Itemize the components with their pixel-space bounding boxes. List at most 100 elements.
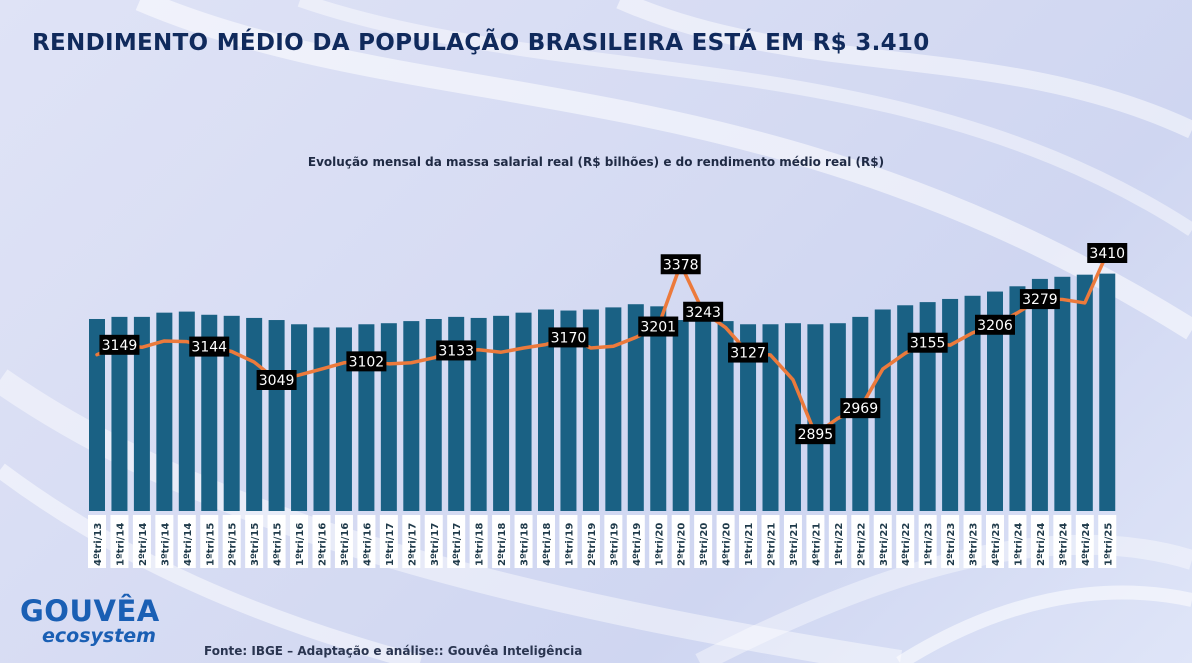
- data-label: 3133: [438, 343, 474, 359]
- bar: [246, 317, 263, 511]
- tick-background: [177, 515, 196, 568]
- tick-background: [716, 515, 735, 568]
- x-tick-label: 1ºtri/21: [744, 523, 755, 566]
- bar-series: [89, 273, 1116, 511]
- bar: [515, 312, 532, 511]
- bar: [672, 320, 689, 511]
- bar: [201, 314, 218, 511]
- bar: [133, 316, 150, 511]
- tick-background: [761, 515, 780, 568]
- tick-background: [424, 515, 443, 568]
- bar: [1031, 278, 1048, 511]
- tick-background: [1075, 515, 1094, 568]
- tick-background: [873, 515, 892, 568]
- x-tick-label: 3ºtri/15: [250, 523, 261, 566]
- bar: [313, 327, 330, 511]
- x-tick-label: 3ºtri/14: [160, 523, 171, 566]
- tick-background: [941, 515, 960, 568]
- data-label: 3102: [349, 354, 385, 370]
- tick-background: [447, 515, 466, 568]
- data-label-box: [840, 398, 881, 419]
- x-tick-label: 2ºtri/19: [587, 523, 598, 566]
- tick-background: [896, 515, 915, 568]
- page-title: RENDIMENTO MÉDIO DA POPULAÇÃO BRASILEIRA…: [32, 30, 930, 56]
- tick-background: [267, 515, 286, 568]
- x-tick-label: 1ºtri/15: [205, 523, 216, 566]
- x-tick-label: 3ºtri/19: [609, 523, 620, 566]
- tick-background: [357, 515, 376, 568]
- tick-background: [312, 515, 331, 568]
- tick-background: [828, 515, 847, 568]
- x-tick-label: 2ºtri/14: [138, 523, 149, 566]
- data-label: 3378: [663, 257, 699, 273]
- bar: [1054, 276, 1071, 511]
- bar: [740, 324, 757, 511]
- bar: [156, 312, 173, 511]
- tick-background: [379, 515, 398, 568]
- data-label-box: [99, 334, 140, 355]
- source-note: Fonte: IBGE – Adaptação e análise:: Gouv…: [204, 644, 583, 658]
- data-labels: 3149 3144 3049 3102 3133 3170 3201 3378 3243 3127…: [99, 243, 1128, 445]
- x-tick-label: 1ºtri/19: [564, 523, 575, 566]
- tick-background: [1098, 515, 1117, 568]
- bar: [560, 310, 577, 511]
- tick-background: [88, 515, 106, 568]
- data-label-box: [436, 340, 477, 361]
- x-tick-label: 3ºtri/22: [879, 523, 890, 566]
- x-tick-label: 1ºtri/22: [834, 523, 845, 566]
- x-tick-label: 2ºtri/20: [677, 523, 688, 566]
- bar: [470, 317, 487, 511]
- x-tick-label: 3ºtri/24: [1058, 523, 1069, 566]
- bar: [425, 318, 442, 511]
- x-tick-label: 4ºtri/17: [452, 523, 463, 566]
- data-label-box: [660, 254, 701, 275]
- data-label: 3201: [640, 320, 676, 336]
- x-tick-label: 2ºtri/17: [407, 523, 418, 566]
- x-tick-label: 4ºtri/18: [542, 523, 553, 566]
- tick-background: [200, 515, 219, 568]
- data-label: 3155: [910, 336, 946, 352]
- bar: [335, 327, 352, 511]
- bar: [919, 302, 936, 511]
- tick-background: [851, 515, 870, 568]
- tick-background: [155, 515, 174, 568]
- data-label-box: [638, 316, 679, 337]
- x-tick-label: 2ºtri/16: [318, 523, 329, 566]
- x-tick-label: 4ºtri/19: [632, 523, 643, 566]
- bar: [650, 306, 667, 511]
- tick-background: [290, 515, 309, 568]
- data-label: 2969: [842, 401, 878, 417]
- tick-background: [694, 515, 713, 568]
- chart-subtitle: Evolução mensal da massa salarial real (…: [307, 155, 885, 169]
- x-tick-label: 1ºtri/16: [295, 523, 306, 566]
- bar: [762, 324, 779, 511]
- data-label-box: [189, 336, 230, 357]
- x-tick-label: 3ºtri/17: [430, 523, 441, 566]
- bar: [1099, 273, 1116, 511]
- logo-sub-text: ecosystem: [42, 625, 156, 647]
- bar: [784, 323, 801, 511]
- x-tick-label: 3ºtri/21: [789, 523, 800, 566]
- bar: [89, 318, 105, 511]
- data-label-box: [795, 424, 836, 445]
- bar: [627, 304, 644, 511]
- bar: [987, 291, 1003, 511]
- x-tick-label: 4ºtri/13: [93, 523, 104, 566]
- tick-background: [963, 515, 982, 568]
- bar: [448, 316, 465, 511]
- data-label-box: [975, 314, 1015, 335]
- x-tick-label: 3ºtri/20: [699, 523, 710, 566]
- tick-background: [110, 515, 129, 568]
- data-label-box: [548, 327, 589, 348]
- data-label: 3049: [259, 373, 295, 389]
- data-label: 3410: [1089, 246, 1125, 262]
- logo-main-text: GOUVÊA: [20, 594, 160, 628]
- x-tick-label: 3ºtri/18: [520, 523, 531, 566]
- x-tick-label: 2ºtri/23: [946, 523, 957, 566]
- tick-background: [132, 515, 151, 568]
- data-label: 3144: [191, 340, 227, 356]
- x-tick-label: 4ºtri/15: [273, 523, 284, 566]
- tick-background: [492, 515, 511, 568]
- tick-background: [1030, 515, 1049, 568]
- tick-background: [739, 515, 758, 568]
